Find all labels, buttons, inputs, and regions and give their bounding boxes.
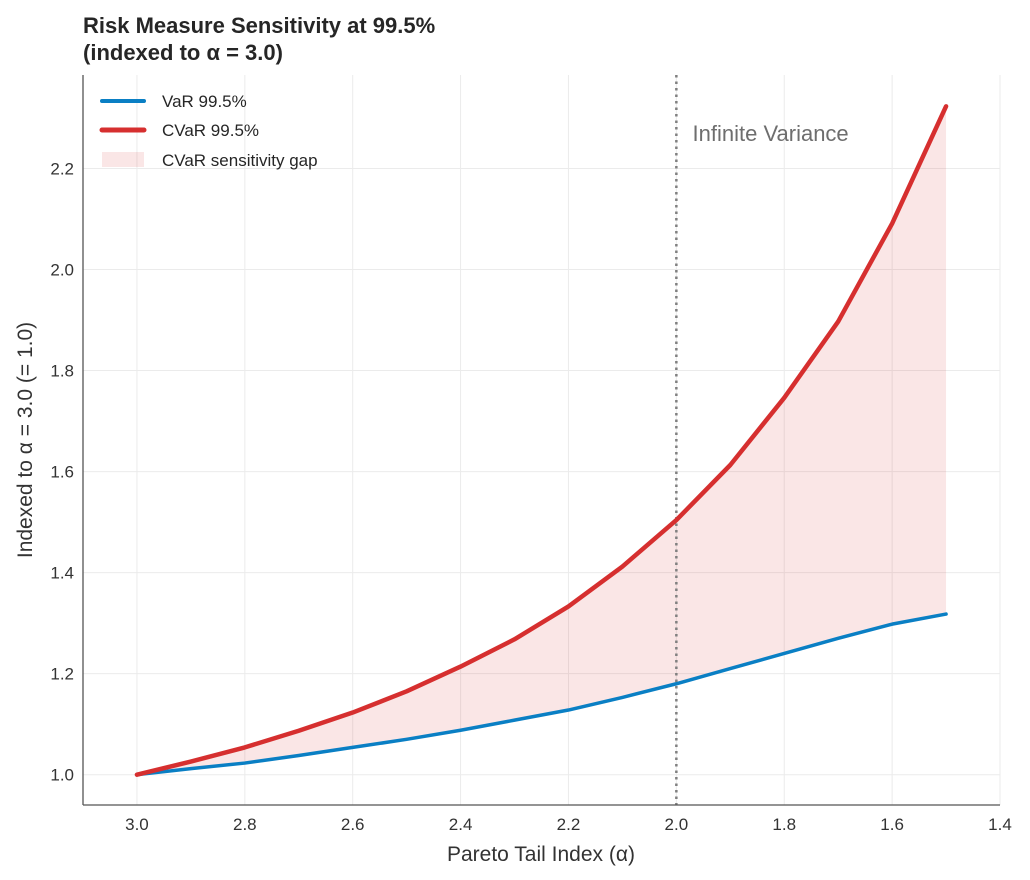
legend-label-var: VaR 99.5% bbox=[162, 92, 247, 111]
legend-label-gap: CVaR sensitivity gap bbox=[162, 151, 318, 170]
legend-label-cvar: CVaR 99.5% bbox=[162, 121, 259, 140]
x-tick-label: 3.0 bbox=[125, 815, 149, 834]
x-tick-label: 2.8 bbox=[233, 815, 257, 834]
x-tick-label: 2.6 bbox=[341, 815, 365, 834]
gap-fill-layer bbox=[136, 106, 947, 775]
x-tick-label: 1.4 bbox=[988, 815, 1012, 834]
y-tick-label: 2.0 bbox=[50, 260, 74, 279]
legend: VaR 99.5% CVaR 99.5% CVaR sensitivity ga… bbox=[99, 92, 318, 170]
gap-fill-area bbox=[136, 106, 947, 775]
x-tick-label: 2.4 bbox=[449, 815, 473, 834]
x-tick-label: 2.2 bbox=[557, 815, 581, 834]
ticks: 3.0 2.8 2.6 2.4 2.2 2.0 1.8 1.6 1.4 1.0 1.2 1.4 1.6 1… bbox=[50, 159, 1011, 834]
y-tick-label: 1.6 bbox=[50, 463, 74, 482]
x-tick-label: 1.8 bbox=[772, 815, 796, 834]
var-line bbox=[135, 612, 948, 777]
y-axis-label: Indexed to α = 3.0 (= 1.0) bbox=[14, 322, 37, 558]
y-tick-label: 1.4 bbox=[50, 564, 74, 583]
cvar-line bbox=[134, 104, 949, 777]
chart-title-line2: (indexed to α = 3.0) bbox=[83, 40, 283, 65]
y-tick-label: 1.2 bbox=[50, 665, 74, 684]
axes bbox=[82, 75, 1000, 806]
chart-title-line1: Risk Measure Sensitivity at 99.5% bbox=[83, 13, 436, 38]
legend-swatch-gap bbox=[102, 152, 144, 167]
x-tick-label: 2.0 bbox=[665, 815, 689, 834]
chart-title: Risk Measure Sensitivity at 99.5% (index… bbox=[83, 12, 435, 66]
x-tick-label: 1.6 bbox=[880, 815, 904, 834]
x-axis-label: Pareto Tail Index (α) bbox=[447, 843, 635, 866]
y-tick-label: 1.0 bbox=[50, 766, 74, 785]
y-tick-label: 2.2 bbox=[50, 159, 74, 178]
infinite-variance-annotation: Infinite Variance bbox=[693, 121, 849, 146]
grid bbox=[83, 75, 1001, 805]
series-layer bbox=[134, 104, 949, 777]
y-tick-label: 1.8 bbox=[50, 362, 74, 381]
